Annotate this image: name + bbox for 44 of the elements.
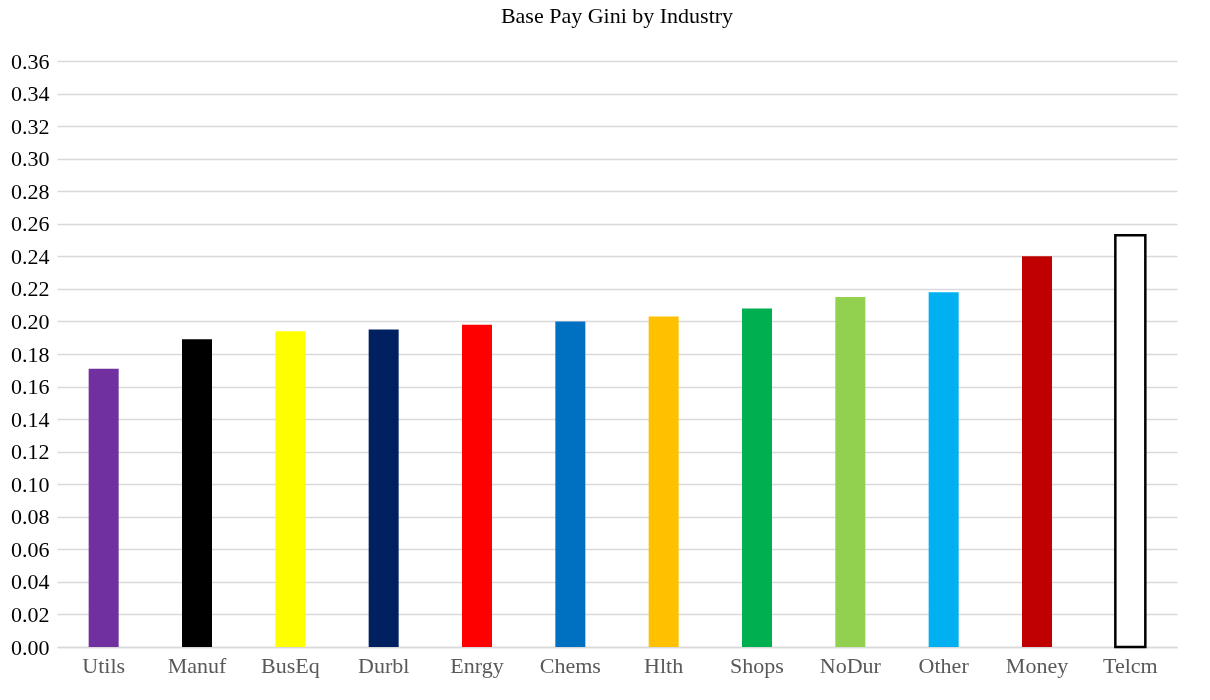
y-tick-label: 0.12 — [11, 439, 50, 465]
x-tick-label: Other — [918, 652, 970, 678]
y-tick-label: 0.30 — [11, 146, 50, 172]
bar — [182, 339, 212, 647]
y-tick-label: 0.34 — [11, 81, 50, 107]
x-tick-label: Shops — [730, 652, 784, 678]
bar — [742, 308, 772, 647]
y-tick-label: 0.00 — [11, 634, 50, 660]
y-tick-label: 0.20 — [11, 308, 50, 334]
y-tick-label: 0.22 — [11, 276, 50, 302]
y-tick-label: 0.32 — [11, 113, 50, 139]
bar — [1022, 256, 1052, 647]
bar — [928, 292, 959, 647]
y-tick-label: 0.16 — [11, 374, 50, 400]
y-tick-label: 0.14 — [11, 406, 50, 432]
x-tick-label: Manuf — [167, 652, 227, 678]
bar — [835, 297, 866, 647]
chart-title: Base Pay Gini by Industry — [500, 3, 734, 28]
bar — [368, 329, 399, 647]
y-tick-label: 0.06 — [11, 536, 50, 562]
x-tick-label: Hlth — [644, 652, 684, 678]
y-tick-label: 0.08 — [11, 504, 50, 530]
y-tick-label: 0.28 — [11, 178, 50, 204]
bar — [462, 324, 492, 647]
x-tick-label: BusEq — [260, 652, 320, 678]
x-tick-label: NoDur — [819, 652, 882, 678]
bar — [648, 316, 679, 647]
x-tick-label: Money — [1005, 652, 1069, 678]
y-tick-label: 0.02 — [11, 601, 50, 627]
y-tick-label: 0.10 — [11, 471, 50, 497]
bar — [88, 368, 119, 647]
y-tick-label: 0.36 — [11, 48, 50, 74]
x-tick-label: Durbl — [358, 652, 410, 678]
x-tick-label: Utils — [82, 652, 126, 678]
y-tick-label: 0.26 — [11, 211, 50, 237]
x-tick-label: Telcm — [1103, 652, 1158, 678]
x-tick-label: Chems — [539, 652, 601, 678]
y-tick-label: 0.18 — [11, 341, 50, 367]
y-tick-label: 0.24 — [11, 243, 50, 269]
bar — [1114, 233, 1147, 649]
bar — [555, 321, 586, 647]
bar — [275, 331, 306, 647]
x-tick-label: Enrgy — [450, 652, 504, 678]
y-tick-label: 0.04 — [11, 569, 50, 595]
